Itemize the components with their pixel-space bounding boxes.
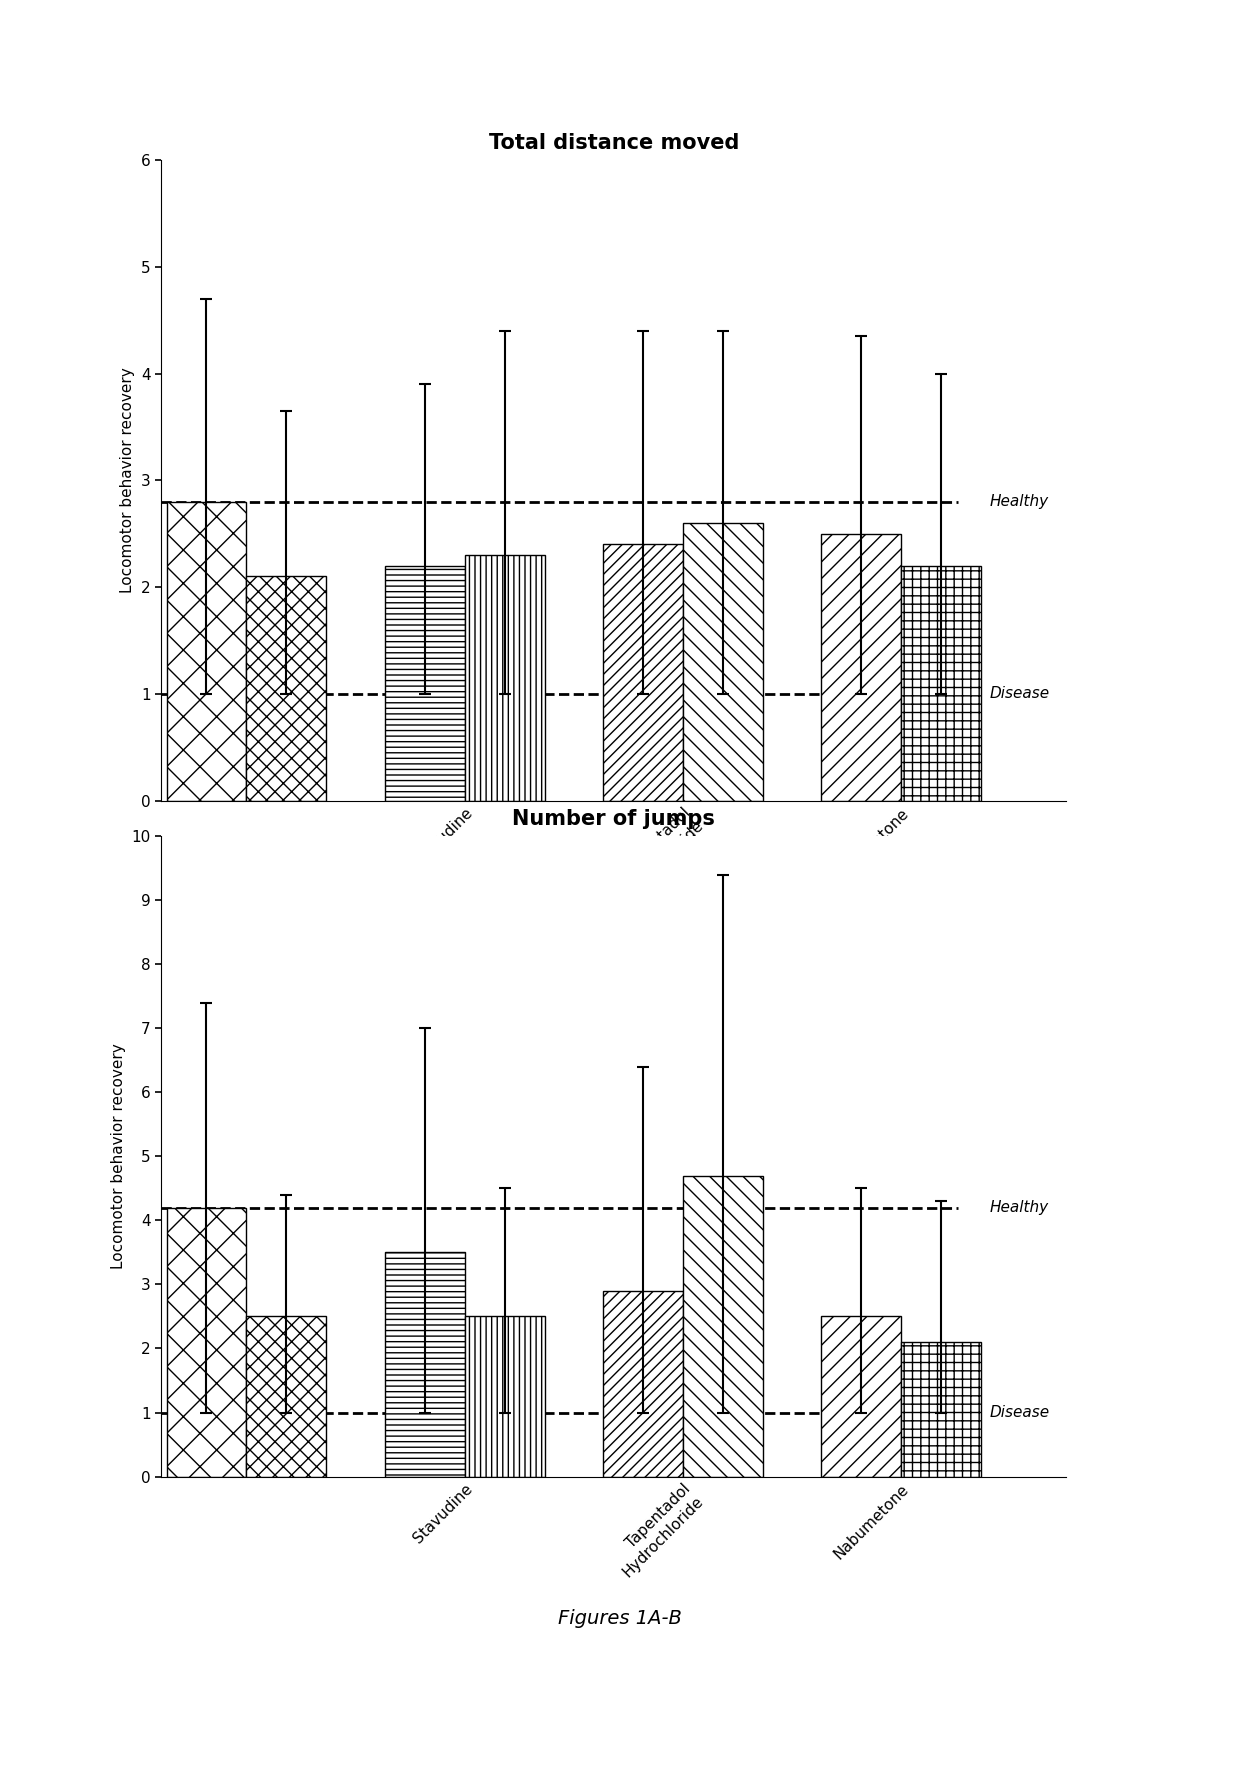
Text: Disease: Disease	[990, 1405, 1049, 1420]
Bar	[901, 566, 981, 801]
Bar	[384, 1252, 465, 1477]
Text: Healthy: Healthy	[990, 495, 1048, 509]
Bar	[683, 523, 763, 801]
Bar	[166, 1208, 247, 1477]
Text: Figures 1A-B: Figures 1A-B	[558, 1610, 682, 1628]
Bar	[821, 1316, 901, 1477]
Title: Number of jumps: Number of jumps	[512, 809, 715, 829]
Bar	[603, 544, 683, 801]
Bar	[247, 1316, 326, 1477]
Bar	[821, 534, 901, 801]
Y-axis label: Locomotor behavior recovery: Locomotor behavior recovery	[120, 368, 135, 592]
Bar	[465, 555, 544, 801]
Bar	[465, 1316, 544, 1477]
Title: Total distance moved: Total distance moved	[489, 133, 739, 153]
Y-axis label: Locomotor behavior recovery: Locomotor behavior recovery	[110, 1044, 126, 1268]
Bar	[247, 576, 326, 801]
Bar	[901, 1341, 981, 1477]
Bar	[384, 566, 465, 801]
Bar	[683, 1176, 763, 1477]
Bar	[166, 502, 247, 801]
Bar	[603, 1292, 683, 1477]
Text: Disease: Disease	[990, 687, 1049, 701]
Text: Healthy: Healthy	[990, 1201, 1048, 1215]
